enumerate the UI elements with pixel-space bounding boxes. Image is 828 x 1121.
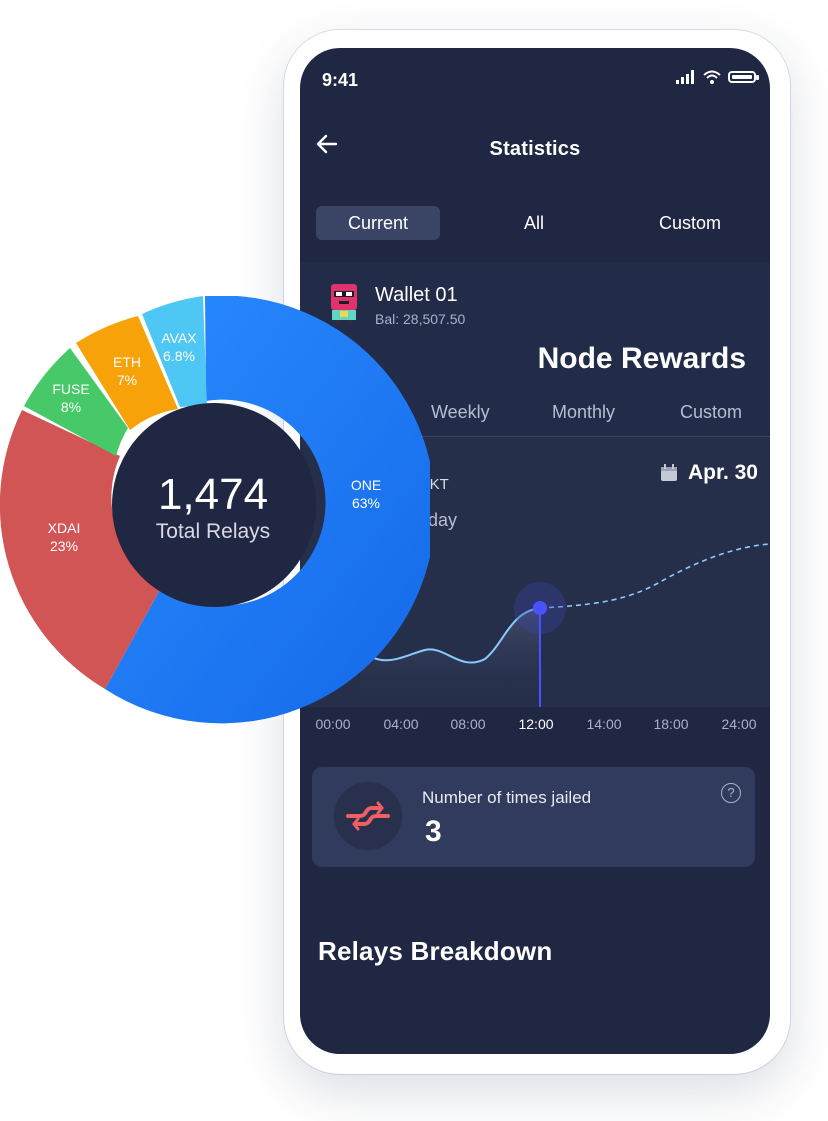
segment-eth (76, 316, 178, 430)
wallet-avatar (331, 284, 357, 325)
segment-name: AVAX (161, 330, 197, 346)
signal-icon (676, 70, 694, 84)
rewards-line-chart (359, 543, 770, 707)
node-rewards-title: Node Rewards (537, 342, 746, 375)
segment-xdai (0, 410, 162, 689)
segment-one (105, 296, 430, 724)
chart-area (360, 608, 540, 707)
segment-label-eth: ETH 7% (113, 353, 141, 389)
period-custom[interactable]: Custom (680, 402, 743, 422)
jailed-label: Number of times jailed (422, 788, 592, 807)
segment-fuse (24, 348, 128, 456)
x-tick: 18:00 (653, 716, 689, 732)
date-label: Apr. 30 (687, 461, 758, 484)
relays-breakdown-heading: Relays Breakdown (318, 936, 553, 966)
total-relays-label: Total Relays (155, 520, 271, 543)
tab-current[interactable]: Current (316, 206, 440, 240)
chart-line-projected (539, 543, 770, 609)
x-tick: 00:00 (315, 716, 351, 732)
segment-label-xdai: XDAI 23% (48, 519, 81, 555)
broken-link-icon (346, 801, 390, 831)
calendar-icon (660, 464, 677, 481)
segment-label-avax: AVAX 6.8% (161, 329, 196, 365)
period-monthly[interactable]: Monthly (552, 402, 616, 422)
jailed-card: Number of times jailed 3 ? (312, 767, 755, 867)
segment-name: ONE (350, 477, 382, 493)
status-icons (676, 70, 759, 84)
segment-pct: 8% (60, 399, 82, 415)
x-tick: 04:00 (383, 716, 419, 732)
segment-pct: 6.8% (163, 348, 195, 364)
tab-bar: Current All Custom (300, 194, 770, 262)
segment-pct: 23% (49, 538, 79, 554)
period-weekly[interactable]: Weekly (431, 402, 490, 422)
wifi-icon (703, 70, 721, 84)
jailed-count: 3 (425, 815, 442, 848)
segment-name: FUSE (52, 381, 90, 397)
x-tick: 24:00 (721, 716, 757, 732)
x-tick: 14:00 (586, 716, 622, 732)
chart-line-solid (359, 607, 541, 664)
x-tick-active: 12:00 (518, 716, 554, 732)
jail-icon-badge (334, 782, 402, 850)
x-tick: 08:00 (450, 716, 486, 732)
tab-custom[interactable]: Custom (658, 213, 721, 233)
divider (300, 436, 770, 437)
wallet-balance: Bal: 28,507.50 (375, 311, 466, 327)
status-time: 9:41 (322, 70, 359, 90)
segment-label-fuse: FUSE 8% (52, 380, 89, 416)
relays-donut-chart (0, 296, 430, 724)
segment-name: ETH (113, 354, 141, 370)
page-title: Statistics (489, 138, 581, 160)
date-picker[interactable]: Apr. 30 (660, 461, 758, 485)
back-arrow-icon[interactable] (316, 132, 338, 158)
segment-name: XDAI (47, 520, 81, 536)
segment-label-one: ONE 63% (351, 476, 381, 512)
segment-pct: 7% (116, 372, 138, 388)
help-icon[interactable]: ? (721, 783, 741, 803)
x-axis: 00:00 04:00 08:00 12:00 14:00 18:00 24:0… (300, 716, 770, 736)
donut-hole (112, 403, 316, 607)
battery-icon (728, 71, 759, 83)
wallet-name: Wallet 01 (375, 284, 458, 306)
segment-avax (142, 296, 207, 408)
chart-marker-point (533, 601, 547, 615)
segment-pct: 63% (351, 495, 381, 511)
total-relays-value: 1,474 (157, 470, 269, 519)
tab-all[interactable]: All (523, 213, 544, 233)
